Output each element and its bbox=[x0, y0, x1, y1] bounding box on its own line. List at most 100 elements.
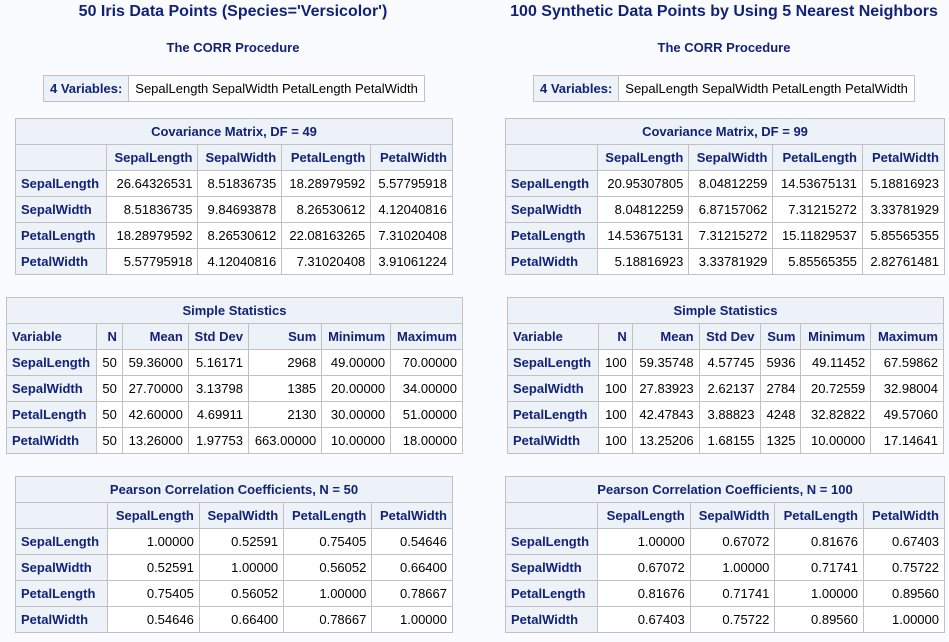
panel-title: 100 Synthetic Data Points by Using 5 Nea… bbox=[510, 3, 938, 20]
panel-title: 50 Iris Data Points (Species='Versicolor… bbox=[78, 3, 388, 20]
cell: 0.54646 bbox=[106, 606, 200, 633]
cell: 10.00000 bbox=[800, 427, 872, 454]
data-row: SepalWidth 8.51836735 9.84693878 8.26530612… bbox=[14, 196, 453, 223]
column-header: SepalLength bbox=[596, 144, 690, 171]
column-header: SepalWidth bbox=[689, 502, 776, 529]
column-header: Mean bbox=[631, 323, 700, 350]
row-header: PetalWidth bbox=[15, 606, 108, 633]
cell: 0.81676 bbox=[597, 580, 691, 607]
cell: 4.12040816 bbox=[370, 196, 453, 223]
cell: 0.52591 bbox=[106, 554, 200, 581]
cell: 20.00000 bbox=[321, 375, 392, 402]
cell: 18.00000 bbox=[390, 427, 463, 454]
cell: 7.31020408 bbox=[281, 248, 372, 275]
cell: 0.71741 bbox=[774, 554, 864, 581]
cell: 1.00000 bbox=[597, 528, 691, 555]
variables-value: SepalLength SepalWidth PetalLength Petal… bbox=[618, 75, 915, 102]
cell: 2.82761481 bbox=[861, 248, 946, 275]
data-row: SepalWidth 100 27.83923 2.62137 2784 20.72559… bbox=[506, 375, 944, 402]
column-header: Std Dev bbox=[698, 323, 761, 350]
column-header: SepalWidth bbox=[688, 144, 774, 171]
column-header: Maximum bbox=[390, 323, 463, 350]
column-header: SepalLength bbox=[106, 144, 199, 171]
cell: 9.84693878 bbox=[197, 196, 283, 223]
cell: 5.85565355 bbox=[861, 222, 946, 249]
row-header: SepalLength bbox=[15, 528, 108, 555]
cell: 0.66400 bbox=[198, 606, 285, 633]
row-header: PetalWidth bbox=[505, 248, 598, 275]
row-header: PetalLength bbox=[504, 580, 599, 607]
cell: 0.67072 bbox=[689, 528, 776, 555]
row-header: PetalLength bbox=[15, 580, 108, 607]
corner-cell bbox=[505, 144, 598, 171]
cell: 0.67403 bbox=[597, 606, 691, 633]
cell: 1.00000 bbox=[689, 554, 776, 581]
table-title-row: Pearson Correlation Coefficients, N = 10… bbox=[505, 476, 945, 503]
cell: 7.31020408 bbox=[370, 222, 453, 249]
cell: 8.04812259 bbox=[688, 170, 774, 197]
data-table: Simple Statistics Variable N Mean Std Dev Sum… bbox=[5, 297, 463, 454]
row-header: SepalLength bbox=[506, 349, 600, 376]
cell: 5.18816923 bbox=[596, 248, 690, 275]
row-header: SepalWidth bbox=[15, 554, 108, 581]
column-header: Variable bbox=[5, 323, 98, 350]
cell: 6.87157062 bbox=[688, 196, 774, 223]
cell: 30.00000 bbox=[321, 401, 392, 428]
cell: 0.89560 bbox=[774, 606, 864, 633]
row-header: SepalWidth bbox=[505, 196, 598, 223]
cell: 5.57795918 bbox=[370, 170, 453, 197]
data-row: PetalLength 50 42.60000 4.69911 2130 30.00000… bbox=[5, 401, 463, 428]
column-header: SepalLength bbox=[597, 502, 691, 529]
row-header: SepalLength bbox=[5, 349, 98, 376]
column-header: PetalWidth bbox=[370, 144, 453, 171]
cell: 1.00000 bbox=[106, 528, 200, 555]
cell: 0.75405 bbox=[283, 528, 373, 555]
cell: 8.51836735 bbox=[197, 170, 283, 197]
cell: 0.54646 bbox=[371, 528, 453, 555]
variables-row: 4 Variables: SepalLength SepalWidth Petal… bbox=[42, 75, 425, 102]
header-row: SepalLength SepalWidth PetalLength PetalWid… bbox=[505, 144, 946, 171]
table-title-row: Simple Statistics bbox=[6, 297, 463, 324]
cell: 15.11829537 bbox=[772, 222, 863, 249]
data-table: Simple Statistics Variable N Mean Std Dev Sum… bbox=[506, 297, 944, 454]
cell: 0.75405 bbox=[106, 580, 200, 607]
column-header: SepalWidth bbox=[198, 502, 285, 529]
cell: 32.82822 bbox=[800, 401, 872, 428]
cell: 2.62137 bbox=[698, 375, 761, 402]
cell: 67.59862 bbox=[870, 349, 944, 376]
column-header: Minimum bbox=[321, 323, 392, 350]
cell: 18.28979592 bbox=[106, 222, 199, 249]
data-row: SepalWidth 50 27.70000 3.13798 1385 20.00000 3… bbox=[5, 375, 463, 402]
data-row: SepalLength 1.00000 0.67072 0.81676 0.67403 bbox=[504, 528, 945, 555]
cell: 70.00000 bbox=[390, 349, 463, 376]
cell: 3.33781929 bbox=[688, 248, 774, 275]
corner-cell bbox=[14, 144, 108, 171]
cell: 0.81676 bbox=[774, 528, 864, 555]
cell: 14.53675131 bbox=[596, 222, 690, 249]
row-header: PetalLength bbox=[5, 401, 98, 428]
cell: 26.64326531 bbox=[106, 170, 199, 197]
column-header: PetalLength bbox=[774, 502, 864, 529]
variables-row: 4 Variables: SepalLength SepalWidth Petal… bbox=[532, 75, 915, 102]
cell: 49.57060 bbox=[870, 401, 944, 428]
header-row: Variable N Mean Std Dev Sum Minimum Maximum bbox=[506, 323, 944, 350]
data-row: SepalLength 1.00000 0.52591 0.75405 0.54646 bbox=[15, 528, 453, 555]
table-title: Simple Statistics bbox=[6, 297, 463, 324]
cell: 5.18816923 bbox=[861, 170, 946, 197]
cell: 1.00000 bbox=[863, 606, 945, 633]
table-title: Pearson Correlation Coefficients, N = 10… bbox=[505, 476, 945, 503]
data-row: PetalLength 0.81676 0.71741 1.00000 0.89560 bbox=[504, 580, 945, 607]
column-header: PetalLength bbox=[281, 144, 372, 171]
cell: 1.00000 bbox=[198, 554, 285, 581]
row-header: SepalWidth bbox=[14, 196, 108, 223]
cell: 0.75722 bbox=[863, 554, 945, 581]
variables-box: 4 Variables: SepalLength SepalWidth Petal… bbox=[532, 75, 915, 102]
cell: 3.13798 bbox=[187, 375, 249, 402]
variables-label: 4 Variables: bbox=[532, 75, 620, 102]
cell: 59.36000 bbox=[121, 349, 189, 376]
column-header: Minimum bbox=[800, 323, 872, 350]
row-header: SepalLength bbox=[14, 170, 108, 197]
column-header: Std Dev bbox=[187, 323, 249, 350]
cell: 49.00000 bbox=[321, 349, 392, 376]
column-header: Mean bbox=[121, 323, 189, 350]
